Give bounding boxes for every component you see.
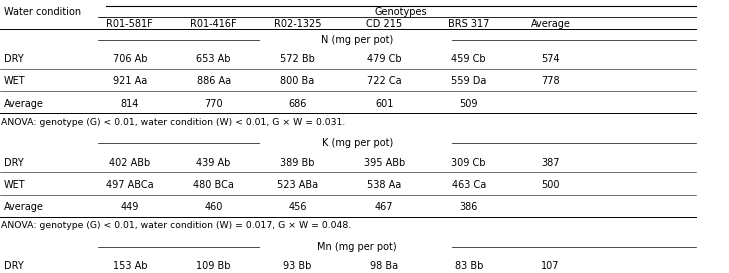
Text: DRY: DRY (4, 54, 23, 64)
Text: 439 Ab: 439 Ab (196, 158, 231, 168)
Text: R01-581F: R01-581F (106, 19, 153, 29)
Text: 479 Cb: 479 Cb (367, 54, 402, 64)
Text: N (mg per pot): N (mg per pot) (321, 35, 394, 45)
Text: 886 Aa: 886 Aa (197, 76, 230, 87)
Text: 387: 387 (541, 158, 560, 168)
Text: Average: Average (531, 19, 570, 29)
Text: 107: 107 (541, 261, 560, 271)
Text: 559 Da: 559 Da (451, 76, 486, 87)
Text: 601: 601 (375, 99, 394, 109)
Text: DRY: DRY (4, 261, 23, 271)
Text: K (mg per pot): K (mg per pot) (321, 138, 393, 148)
Text: R02-1325: R02-1325 (273, 19, 321, 29)
Text: CD 215: CD 215 (366, 19, 402, 29)
Text: 497 ABCa: 497 ABCa (106, 180, 154, 190)
Text: ANOVA: genotype (G) < 0.01, water condition (W) = 0.017, G × W = 0.048.: ANOVA: genotype (G) < 0.01, water condit… (1, 221, 351, 230)
Text: Genotypes: Genotypes (375, 7, 427, 17)
Text: Water condition: Water condition (4, 7, 81, 17)
Text: 686: 686 (288, 99, 307, 109)
Text: 778: 778 (541, 76, 560, 87)
Text: 770: 770 (204, 99, 223, 109)
Text: 523 ABa: 523 ABa (277, 180, 318, 190)
Text: 449: 449 (120, 202, 139, 212)
Text: 800 Ba: 800 Ba (281, 76, 314, 87)
Text: 500: 500 (541, 180, 560, 190)
Text: 814: 814 (120, 99, 139, 109)
Text: 574: 574 (541, 54, 560, 64)
Text: 653 Ab: 653 Ab (196, 54, 231, 64)
Text: 93 Bb: 93 Bb (284, 261, 311, 271)
Text: WET: WET (4, 180, 26, 190)
Text: 509: 509 (459, 99, 478, 109)
Text: DRY: DRY (4, 158, 23, 168)
Text: Mn (mg per pot): Mn (mg per pot) (317, 242, 397, 252)
Text: Average: Average (4, 202, 44, 212)
Text: 460: 460 (204, 202, 223, 212)
Text: 109 Bb: 109 Bb (196, 261, 231, 271)
Text: 153 Ab: 153 Ab (112, 261, 147, 271)
Text: 309 Cb: 309 Cb (451, 158, 486, 168)
Text: 921 Aa: 921 Aa (113, 76, 147, 87)
Text: 402 ABb: 402 ABb (109, 158, 150, 168)
Text: 83 Bb: 83 Bb (455, 261, 483, 271)
Text: 722 Ca: 722 Ca (367, 76, 402, 87)
Text: 467: 467 (375, 202, 394, 212)
Text: ANOVA: genotype (G) < 0.01, water condition (W) < 0.01, G × W = 0.031.: ANOVA: genotype (G) < 0.01, water condit… (1, 118, 346, 127)
Text: 386: 386 (459, 202, 478, 212)
Text: 538 Aa: 538 Aa (367, 180, 401, 190)
Text: BRS 317: BRS 317 (448, 19, 489, 29)
Text: 706 Ab: 706 Ab (112, 54, 147, 64)
Text: 389 Bb: 389 Bb (280, 158, 315, 168)
Text: 456: 456 (288, 202, 307, 212)
Text: WET: WET (4, 76, 26, 87)
Text: 98 Ba: 98 Ba (370, 261, 398, 271)
Text: 480 BCa: 480 BCa (193, 180, 234, 190)
Text: 395 ABb: 395 ABb (364, 158, 405, 168)
Text: Average: Average (4, 99, 44, 109)
Text: 459 Cb: 459 Cb (451, 54, 486, 64)
Text: 463 Ca: 463 Ca (452, 180, 486, 190)
Text: 572 Bb: 572 Bb (280, 54, 315, 64)
Text: R01-416F: R01-416F (190, 19, 237, 29)
